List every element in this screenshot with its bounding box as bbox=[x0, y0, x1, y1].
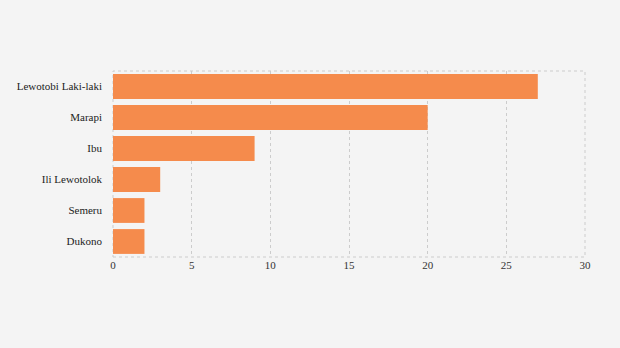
svg-text:Dukono: Dukono bbox=[67, 235, 103, 247]
svg-text:Marapi: Marapi bbox=[70, 111, 102, 123]
svg-text:10: 10 bbox=[265, 259, 277, 271]
svg-text:20: 20 bbox=[422, 259, 434, 271]
svg-text:30: 30 bbox=[580, 259, 592, 271]
svg-text:Semeru: Semeru bbox=[68, 204, 102, 216]
svg-text:Ili Lewotolok: Ili Lewotolok bbox=[42, 173, 103, 185]
svg-text:Lewotobi Laki-laki: Lewotobi Laki-laki bbox=[17, 80, 102, 92]
svg-text:25: 25 bbox=[501, 259, 512, 271]
svg-text:0: 0 bbox=[110, 259, 116, 271]
svg-text:Ibu: Ibu bbox=[87, 142, 102, 154]
svg-text:5: 5 bbox=[189, 259, 195, 271]
svg-text:15: 15 bbox=[344, 259, 356, 271]
